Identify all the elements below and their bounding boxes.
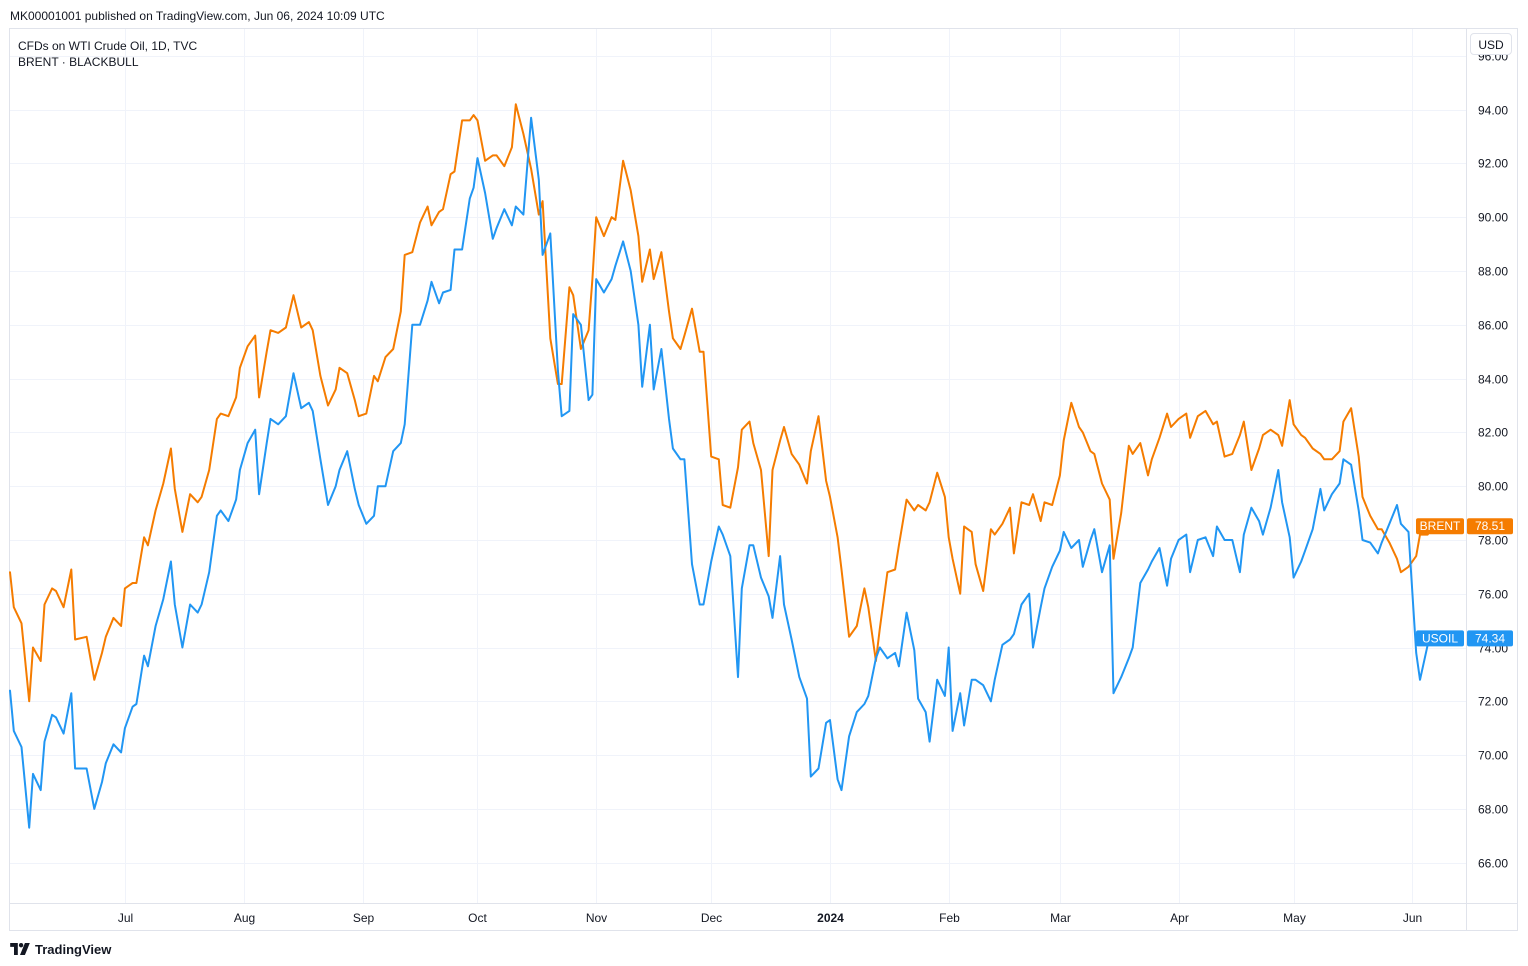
- chart-legend: CFDs on WTI Crude Oil, 1D, TVC BRENT · B…: [18, 38, 197, 70]
- price-tick-label: 76.00: [1478, 588, 1508, 602]
- legend-main-symbol[interactable]: CFDs on WTI Crude Oil, 1D, TVC: [18, 39, 198, 53]
- usoil-line: [9, 116, 1433, 829]
- usoil-name-label: USOIL: [1422, 631, 1458, 645]
- tradingview-logo-icon[interactable]: [10, 943, 30, 955]
- last-value-labels: BRENT 78.51 USOIL 74.34: [1416, 518, 1513, 647]
- publish-info: MK00001001 published on TradingView.com,…: [10, 9, 385, 23]
- time-tick-label: Jun: [1403, 911, 1422, 925]
- price-tick-label: 80.00: [1478, 480, 1508, 494]
- footer: TradingView: [10, 940, 111, 958]
- time-tick-label: Jul: [118, 911, 133, 925]
- price-tick-label: 82.00: [1478, 426, 1508, 440]
- time-axis[interactable]: Jul Aug Sep Oct Nov Dec 2024 Feb Mar Apr May Jun: [118, 911, 1422, 925]
- price-tick-label: 92.00: [1478, 157, 1508, 171]
- usoil-price-tag: [1467, 630, 1513, 647]
- series: [9, 103, 1434, 829]
- brent-price-tag: [1467, 518, 1513, 535]
- price-tick-label: 68.00: [1478, 803, 1508, 817]
- price-tick-label: 86.00: [1478, 319, 1508, 333]
- brent-price-label: 78.51: [1475, 519, 1505, 533]
- time-tick-label: Dec: [701, 911, 722, 925]
- price-tick-label: 88.00: [1478, 265, 1508, 279]
- usoil-price-label: 74.34: [1475, 631, 1505, 645]
- price-tick-label: 78.00: [1478, 534, 1508, 548]
- time-tick-label: Oct: [468, 911, 487, 925]
- time-tick-label: Apr: [1170, 911, 1189, 925]
- time-tick-label: 2024: [817, 911, 844, 925]
- tradingview-brand[interactable]: TradingView: [35, 941, 112, 957]
- time-tick-label: Aug: [234, 911, 255, 925]
- brent-name-label: BRENT: [1420, 519, 1461, 533]
- time-tick-label: May: [1283, 911, 1306, 925]
- time-tick-label: Mar: [1050, 911, 1071, 925]
- chart-frame: [9, 28, 1518, 931]
- legend-compare-symbol[interactable]: BRENT · BLACKBULL: [18, 55, 139, 69]
- usoil-name-tag: [1416, 630, 1464, 647]
- price-tick-label: 70.00: [1478, 749, 1508, 763]
- price-tick-label: 66.00: [1478, 857, 1508, 871]
- price-tick-label: 90.00: [1478, 211, 1508, 225]
- price-tick-label: 72.00: [1478, 695, 1508, 709]
- brent-name-tag: [1416, 518, 1464, 535]
- price-tick-label: 84.00: [1478, 373, 1508, 387]
- time-tick-label: Sep: [353, 911, 375, 925]
- price-tick-label: 94.00: [1478, 104, 1508, 118]
- price-axis[interactable]: 96.0094.0092.0090.0088.0086.0084.0082.00…: [1478, 50, 1508, 871]
- currency-button[interactable]: USD: [1470, 33, 1512, 55]
- brent-line: [9, 103, 1433, 703]
- time-tick-label: Feb: [939, 911, 960, 925]
- time-tick-label: Nov: [586, 911, 607, 925]
